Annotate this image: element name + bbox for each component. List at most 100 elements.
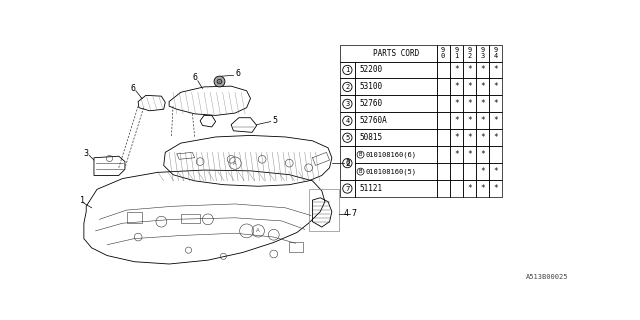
Bar xyxy=(476,112,489,129)
Bar xyxy=(463,180,476,197)
Text: *: * xyxy=(480,133,485,142)
Text: 5: 5 xyxy=(345,135,349,141)
Text: *: * xyxy=(493,66,498,75)
Text: *: * xyxy=(480,66,485,75)
Text: *: * xyxy=(454,99,459,108)
Text: 9: 9 xyxy=(481,47,484,53)
Text: *: * xyxy=(493,99,498,108)
Text: 5: 5 xyxy=(272,116,277,125)
Bar xyxy=(476,129,489,146)
Bar xyxy=(436,163,450,180)
Text: 2: 2 xyxy=(467,53,472,59)
Text: 9: 9 xyxy=(454,47,458,53)
Bar xyxy=(450,61,463,78)
Text: 3: 3 xyxy=(481,53,484,59)
Bar xyxy=(340,78,355,95)
Text: 3: 3 xyxy=(345,101,349,107)
Bar xyxy=(436,78,450,95)
Bar xyxy=(489,163,502,180)
Text: 6: 6 xyxy=(130,84,135,93)
Bar xyxy=(463,44,476,61)
Bar xyxy=(355,146,436,163)
Text: 1: 1 xyxy=(454,53,458,59)
Bar xyxy=(340,180,355,197)
Text: A: A xyxy=(257,228,260,233)
Text: 6: 6 xyxy=(192,73,197,82)
Bar xyxy=(476,44,489,61)
Bar xyxy=(489,129,502,146)
Text: *: * xyxy=(493,184,498,193)
Bar xyxy=(476,61,489,78)
Text: 53100: 53100 xyxy=(359,83,382,92)
Text: 1: 1 xyxy=(345,67,349,73)
Text: 2: 2 xyxy=(345,84,349,90)
Text: B: B xyxy=(359,152,362,157)
Text: 9: 9 xyxy=(441,47,445,53)
Text: A: A xyxy=(233,161,237,166)
Bar xyxy=(355,112,436,129)
Text: *: * xyxy=(480,83,485,92)
Bar xyxy=(463,163,476,180)
Bar xyxy=(309,188,339,231)
Bar xyxy=(180,214,200,223)
Text: 51121: 51121 xyxy=(359,184,382,193)
Text: *: * xyxy=(493,83,498,92)
Bar xyxy=(355,180,436,197)
Text: *: * xyxy=(467,184,472,193)
Bar xyxy=(340,146,355,180)
Text: A513B00025: A513B00025 xyxy=(525,274,568,280)
Bar xyxy=(489,78,502,95)
Bar xyxy=(463,78,476,95)
Bar xyxy=(450,129,463,146)
Bar xyxy=(355,163,436,180)
Bar xyxy=(436,129,450,146)
Text: 2: 2 xyxy=(346,159,351,168)
Text: 52200: 52200 xyxy=(359,66,382,75)
Bar xyxy=(450,112,463,129)
Text: *: * xyxy=(454,133,459,142)
Bar xyxy=(436,44,450,61)
Text: 1: 1 xyxy=(80,196,85,204)
Bar xyxy=(476,180,489,197)
Text: 7: 7 xyxy=(345,186,349,192)
Text: *: * xyxy=(454,116,459,125)
Text: *: * xyxy=(454,83,459,92)
Bar xyxy=(355,78,436,95)
Bar xyxy=(340,112,355,129)
Bar xyxy=(436,95,450,112)
Text: 52760: 52760 xyxy=(359,99,382,108)
Text: *: * xyxy=(480,99,485,108)
Bar xyxy=(450,44,463,61)
Text: 52760A: 52760A xyxy=(359,116,387,125)
Bar xyxy=(340,129,355,146)
Bar xyxy=(355,61,436,78)
Text: 4: 4 xyxy=(345,118,349,124)
Text: PARTS CORD: PARTS CORD xyxy=(372,49,419,58)
Bar xyxy=(489,95,502,112)
Bar xyxy=(463,112,476,129)
Text: 9: 9 xyxy=(493,47,498,53)
Text: *: * xyxy=(480,184,485,193)
Bar xyxy=(450,146,463,163)
Bar xyxy=(476,95,489,112)
Bar xyxy=(340,44,436,61)
Text: *: * xyxy=(493,133,498,142)
Bar xyxy=(450,163,463,180)
Bar xyxy=(463,129,476,146)
Text: *: * xyxy=(467,150,472,159)
Text: B: B xyxy=(359,169,362,174)
Text: 6: 6 xyxy=(345,160,349,166)
Bar xyxy=(436,146,450,163)
Text: 4: 4 xyxy=(344,210,349,219)
Bar xyxy=(340,95,355,112)
Bar xyxy=(463,95,476,112)
Bar xyxy=(450,180,463,197)
Text: 4: 4 xyxy=(493,53,498,59)
Text: 50815: 50815 xyxy=(359,133,382,142)
Text: 0: 0 xyxy=(441,53,445,59)
Text: *: * xyxy=(493,167,498,176)
Bar xyxy=(489,180,502,197)
Bar xyxy=(489,61,502,78)
Bar xyxy=(489,146,502,163)
Bar xyxy=(476,163,489,180)
